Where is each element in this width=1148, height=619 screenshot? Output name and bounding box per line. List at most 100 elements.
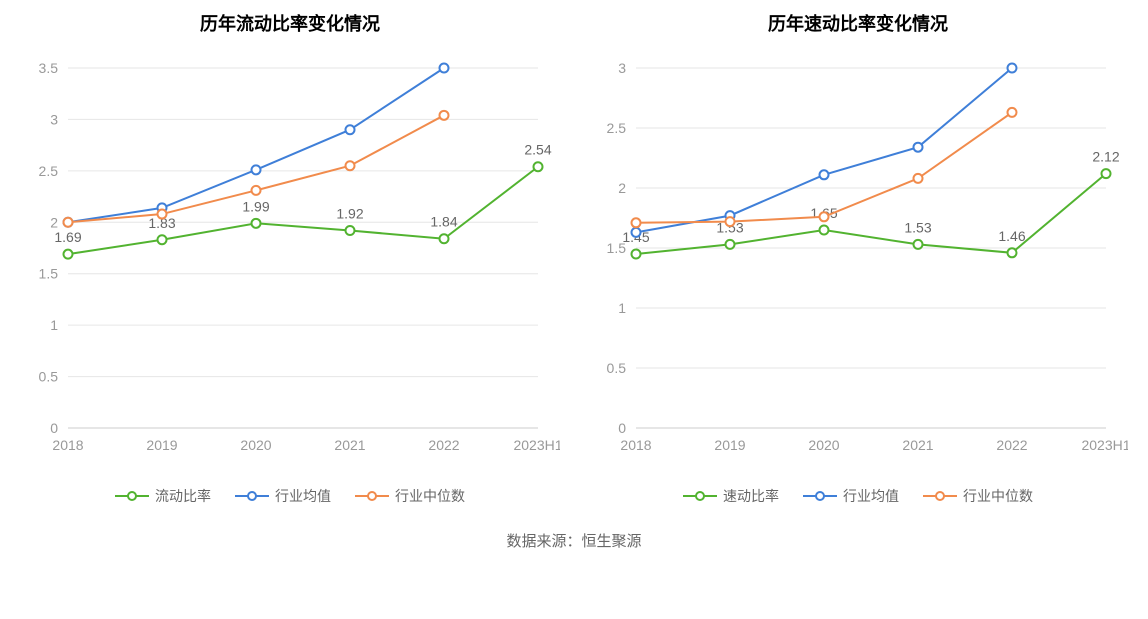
x-tick-label: 2022 (996, 437, 1027, 453)
series-marker-industry_median (64, 218, 73, 227)
value-label: 1.69 (54, 229, 81, 245)
series-marker-industry_avg (1008, 64, 1017, 73)
legend-label: 行业中位数 (963, 486, 1033, 506)
series-marker-primary (158, 235, 167, 244)
series-marker-industry_median (252, 186, 261, 195)
legend-dot-icon (695, 491, 705, 501)
value-label: 1.92 (336, 206, 363, 222)
series-marker-industry_median (1008, 108, 1017, 117)
y-tick-label: 3.5 (39, 60, 59, 76)
x-tick-label: 2020 (240, 437, 271, 453)
series-marker-primary (534, 162, 543, 171)
series-marker-primary (440, 234, 449, 243)
x-tick-label: 2019 (146, 437, 177, 453)
chart-legend: 流动比率 行业均值 行业中位数 (103, 486, 477, 506)
series-marker-industry_median (820, 212, 829, 221)
legend-swatch-icon (115, 489, 149, 503)
series-marker-industry_avg (346, 125, 355, 134)
y-tick-label: 2 (618, 180, 626, 196)
y-tick-label: 1 (618, 300, 626, 316)
y-tick-label: 0 (50, 420, 58, 436)
series-marker-primary (346, 226, 355, 235)
x-tick-label: 2019 (714, 437, 745, 453)
chart-plot: 0 0.5 1 1.5 2 2.5 3 3.5 2018 2019 2020 2021 2022 2023… (20, 48, 560, 468)
legend-swatch-icon (355, 489, 389, 503)
series-marker-primary (1008, 248, 1017, 257)
series-marker-primary (632, 250, 641, 259)
series-marker-primary (252, 219, 261, 228)
series-marker-industry_avg (440, 64, 449, 73)
legend-dot-icon (935, 491, 945, 501)
value-label: 2.12 (1092, 149, 1119, 165)
series-marker-primary (914, 240, 923, 249)
x-tick-label: 2022 (428, 437, 459, 453)
y-tick-label: 2.5 (39, 163, 59, 179)
legend-item: 速动比率 (683, 486, 779, 506)
legend-label: 行业均值 (843, 486, 899, 506)
series-marker-industry_median (914, 174, 923, 183)
series-marker-industry_avg (820, 170, 829, 179)
x-tick-label: 2023H1 (513, 437, 560, 453)
series-marker-industry_median (632, 218, 641, 227)
value-label: 1.53 (904, 219, 931, 235)
series-marker-industry_avg (914, 143, 923, 152)
y-tick-label: 1.5 (39, 266, 59, 282)
y-tick-label: 2 (50, 214, 58, 230)
y-tick-label: 0.5 (39, 369, 59, 385)
y-tick-label: 3 (50, 111, 58, 127)
value-label: 1.46 (998, 228, 1025, 244)
legend-dot-icon (247, 491, 257, 501)
legend-item: 行业均值 (803, 486, 899, 506)
current-ratio-chart: 历年流动比率变化情况 0 0.5 1 1.5 2 2.5 3 3.5 2018 2019 2020 20… (20, 0, 560, 506)
data-source-note: 数据来源：恒生聚源 (0, 530, 1148, 551)
value-label: 2.54 (524, 142, 551, 158)
legend-swatch-icon (803, 489, 837, 503)
chart-title: 历年速动比率变化情况 (768, 10, 948, 36)
chart-legend: 速动比率 行业均值 行业中位数 (671, 486, 1045, 506)
legend-item: 行业中位数 (355, 486, 465, 506)
series-marker-industry_avg (252, 165, 261, 174)
series-marker-industry_avg (632, 228, 641, 237)
legend-label: 流动比率 (155, 486, 211, 506)
data-source-value: 恒生聚源 (582, 533, 642, 550)
legend-swatch-icon (923, 489, 957, 503)
legend-item: 行业均值 (235, 486, 331, 506)
y-tick-label: 1 (50, 317, 58, 333)
legend-swatch-icon (683, 489, 717, 503)
series-marker-industry_median (346, 161, 355, 170)
quick-ratio-chart: 历年速动比率变化情况00.511.522.5320182019202020212… (588, 0, 1128, 506)
y-tick-label: 2.5 (607, 120, 627, 136)
legend-item: 流动比率 (115, 486, 211, 506)
legend-dot-icon (367, 491, 377, 501)
legend-dot-icon (127, 491, 137, 501)
y-tick-label: 0.5 (607, 360, 627, 376)
series-marker-industry_median (726, 217, 735, 226)
x-tick-label: 2020 (808, 437, 839, 453)
chart-title: 历年流动比率变化情况 (200, 10, 380, 36)
charts-row: 历年流动比率变化情况00.511.522.533.520182019202020… (0, 0, 1148, 506)
legend-label: 速动比率 (723, 486, 779, 506)
series-line-primary (636, 174, 1106, 254)
x-tick-label: 2021 (334, 437, 365, 453)
legend-label: 行业中位数 (395, 486, 465, 506)
legend-swatch-icon (235, 489, 269, 503)
value-label: 1.99 (242, 198, 269, 214)
legend-label: 行业均值 (275, 486, 331, 506)
data-source-prefix: 数据来源： (506, 533, 581, 550)
series-marker-primary (1102, 169, 1111, 178)
x-tick-label: 2018 (52, 437, 83, 453)
x-tick-label: 2021 (902, 437, 933, 453)
value-label: 1.84 (430, 214, 457, 230)
chart-plot: 00.511.522.53201820192020202120222023H11… (588, 48, 1128, 468)
page: 历年流动比率变化情况00.511.522.533.520182019202020… (0, 0, 1148, 619)
legend-dot-icon (815, 491, 825, 501)
series-marker-industry_median (440, 111, 449, 120)
series-marker-industry_median (158, 210, 167, 219)
series-line-primary (68, 167, 538, 254)
y-tick-label: 0 (618, 420, 626, 436)
series-marker-primary (726, 240, 735, 249)
series-marker-primary (64, 250, 73, 259)
x-tick-label: 2023H1 (1081, 437, 1128, 453)
legend-item: 行业中位数 (923, 486, 1033, 506)
x-tick-label: 2018 (620, 437, 651, 453)
